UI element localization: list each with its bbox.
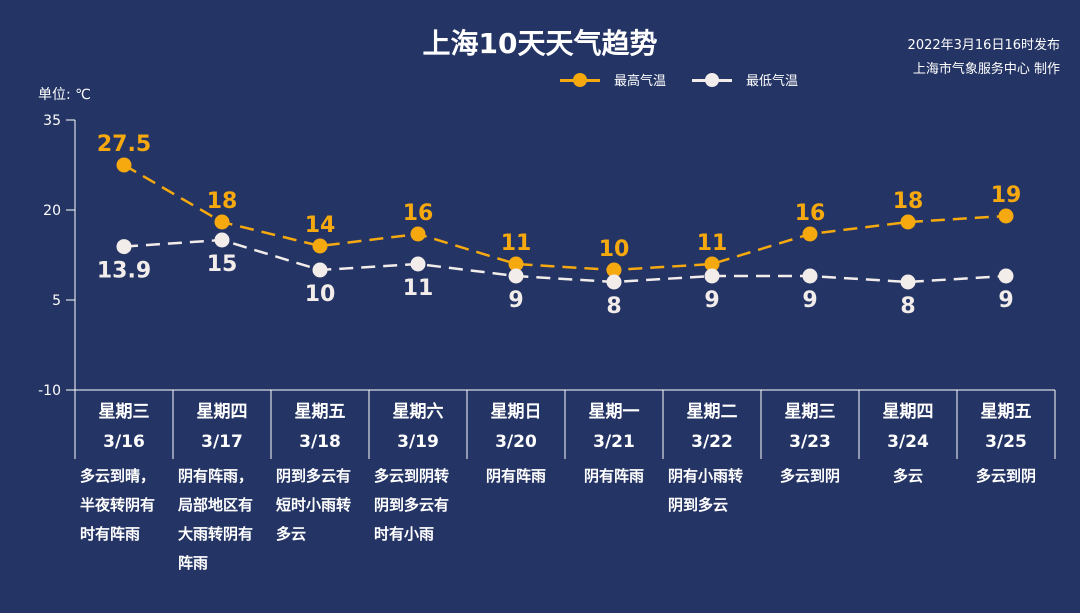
day-header: 星期日 3/20 <box>467 391 565 459</box>
data-point[interactable] <box>606 274 622 290</box>
data-point[interactable] <box>802 226 818 242</box>
data-label: 8 <box>606 294 621 319</box>
legend-item-low[interactable]: 最低气温 <box>692 70 798 89</box>
y-tick-label: 20 <box>43 203 61 219</box>
day-header: 星期四 3/24 <box>859 391 957 459</box>
weekday-label: 星期三 <box>98 402 150 422</box>
data-label: 16 <box>795 201 826 226</box>
data-label: 19 <box>991 183 1022 208</box>
legend-label: 最高气温 <box>614 74 667 89</box>
data-label: 11 <box>501 231 532 256</box>
data-point[interactable] <box>606 262 622 278</box>
day-header: 星期三 3/23 <box>761 391 859 459</box>
date-label: 3/21 <box>593 432 635 452</box>
weekday-label: 星期三 <box>784 402 836 422</box>
data-label: 13.9 <box>97 259 151 284</box>
weekday-label: 星期四 <box>882 402 934 422</box>
weekday-label: 星期一 <box>588 402 640 422</box>
data-point[interactable] <box>410 256 426 272</box>
date-label: 3/20 <box>495 432 537 452</box>
data-point[interactable] <box>116 157 132 173</box>
high-temp-series: 27.5 18 14 16 11 10 11 16 18 19 <box>97 132 1021 278</box>
high-series-marker-icon <box>560 72 600 87</box>
data-point[interactable] <box>998 208 1014 224</box>
data-point[interactable] <box>900 214 916 230</box>
data-label: 10 <box>599 237 630 262</box>
weather-description: 多云到阴 <box>975 467 1036 485</box>
weekday-label: 星期五 <box>294 402 346 422</box>
weather-description: 多云 <box>892 467 923 485</box>
date-label: 3/24 <box>887 432 929 452</box>
date-label: 3/17 <box>201 432 243 452</box>
data-point[interactable] <box>508 268 524 284</box>
data-label: 8 <box>900 294 915 319</box>
data-point[interactable] <box>900 274 916 290</box>
data-point[interactable] <box>214 214 230 230</box>
day-header: 星期五 3/25 <box>957 391 1055 459</box>
producer: 上海市气象服务中心 制作 <box>912 62 1060 77</box>
weather-description: 多云到阴转 阴到多云有 时有小雨 <box>374 467 450 543</box>
data-point[interactable] <box>214 232 230 248</box>
weather-description: 多云到阴 <box>779 467 840 485</box>
data-point[interactable] <box>410 226 426 242</box>
weekday-label: 星期日 <box>490 402 542 422</box>
low-series-marker-icon <box>692 72 733 87</box>
day-header: 星期四 3/17 <box>173 391 271 459</box>
day-header: 星期五 3/18 <box>271 391 369 459</box>
data-label: 18 <box>207 189 238 214</box>
weather-description: 阴有阵雨 <box>583 467 644 485</box>
data-point[interactable] <box>312 262 328 278</box>
unit-label: 单位: ℃ <box>38 87 91 103</box>
data-label: 14 <box>305 213 336 238</box>
weather-description: 阴有小雨转 阴到多云 <box>668 467 744 514</box>
day-header: 星期三 3/16 <box>75 391 173 459</box>
date-label: 3/22 <box>691 432 733 452</box>
data-point[interactable] <box>802 268 818 284</box>
data-label: 9 <box>704 288 719 313</box>
data-label: 9 <box>508 288 523 313</box>
weekday-label: 星期五 <box>980 402 1032 422</box>
weekday-label: 星期四 <box>196 402 248 422</box>
day-header: 星期二 3/22 <box>663 391 761 459</box>
data-label: 9 <box>802 288 817 313</box>
date-label: 3/16 <box>103 432 145 452</box>
data-label: 11 <box>697 231 728 256</box>
date-label: 3/18 <box>299 432 341 452</box>
legend-label: 最低气温 <box>746 74 799 89</box>
data-label: 16 <box>403 201 434 226</box>
weather-description: 阴到多云有 短时小雨转 多云 <box>276 467 352 543</box>
y-tick-label: 35 <box>43 113 61 129</box>
date-label: 3/23 <box>789 432 831 452</box>
day-header: 星期一 3/21 <box>565 391 663 459</box>
y-tick-label: -10 <box>38 383 61 399</box>
legend-item-high[interactable]: 最高气温 <box>560 70 666 89</box>
data-label: 11 <box>403 276 434 301</box>
data-point[interactable] <box>312 238 328 254</box>
weather-description: 阴有阵雨， 局部地区有 大雨转阴有 阵雨 <box>178 467 254 572</box>
page-title: 上海10天天气趋势 <box>422 27 658 60</box>
y-tick-label: 5 <box>52 293 61 309</box>
date-label: 3/19 <box>397 432 439 452</box>
publish-info: 2022年3月16日16时发布 上海市气象服务中心 制作 <box>908 34 1060 82</box>
data-point[interactable] <box>704 256 720 272</box>
data-label: 27.5 <box>97 132 151 157</box>
data-point[interactable] <box>704 268 720 284</box>
data-label: 18 <box>893 189 924 214</box>
weekday-label: 星期二 <box>686 402 738 422</box>
publish-time: 2022年3月16日16时发布 <box>907 38 1060 53</box>
low-temp-series: 13.9 15 10 11 9 8 9 9 8 9 <box>97 232 1014 319</box>
data-label: 15 <box>207 252 238 277</box>
weekday-label: 星期六 <box>392 402 444 422</box>
data-label: 10 <box>305 282 336 307</box>
weather-description: 多云到晴， 半夜转阴有 时有阵雨 <box>80 467 156 543</box>
day-header: 星期六 3/19 <box>369 391 467 459</box>
date-label: 3/25 <box>985 432 1027 452</box>
data-point[interactable] <box>116 239 132 255</box>
data-label: 9 <box>998 288 1013 313</box>
weather-description: 阴有阵雨 <box>485 467 546 485</box>
data-point[interactable] <box>508 256 524 272</box>
chart-legend: 最高气温 最低气温 <box>560 70 798 89</box>
data-point[interactable] <box>998 268 1014 284</box>
